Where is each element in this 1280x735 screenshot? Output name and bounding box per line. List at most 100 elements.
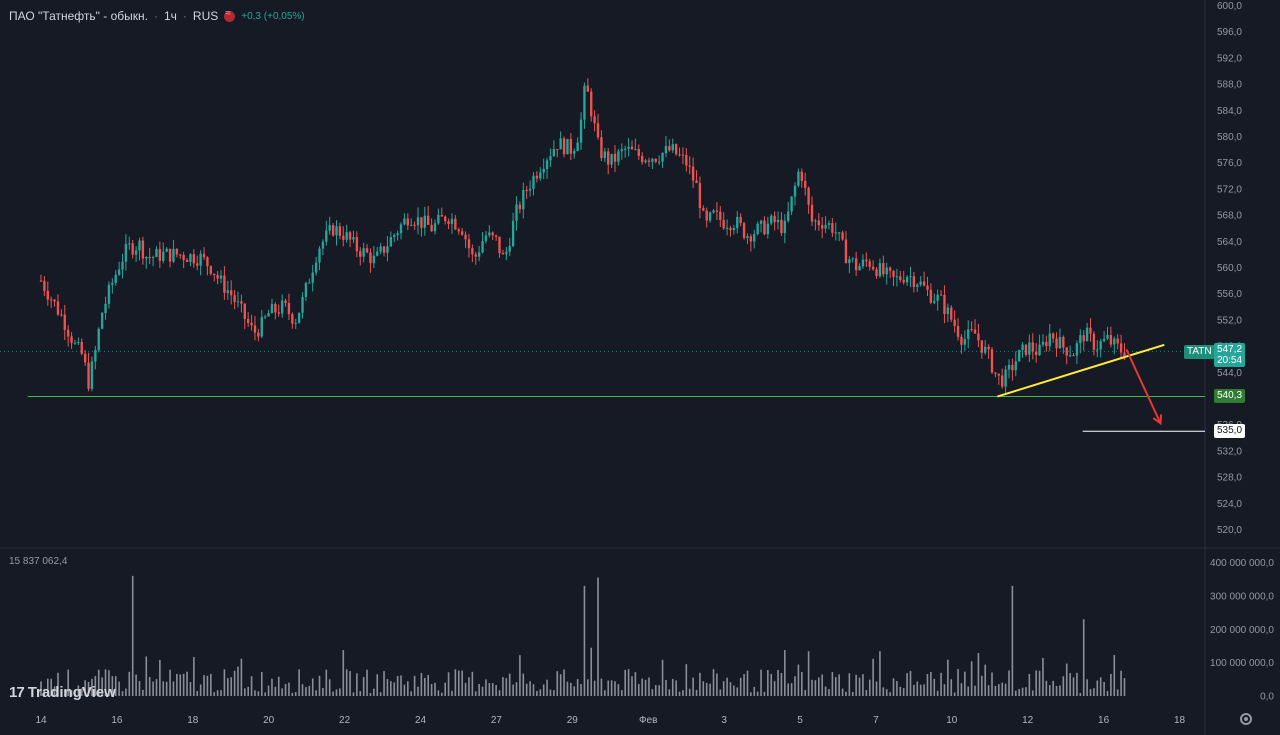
volume-bar [957, 669, 959, 696]
volume-bar [1042, 657, 1044, 696]
candle-body [365, 248, 369, 253]
candle-body [274, 304, 277, 313]
candle-body [505, 251, 508, 255]
time-axis[interactable]: 14 16 18 20 22 24 27 29 Фев 3 5 7 10 12 16 18 [35, 715, 1185, 726]
candle-body [919, 281, 922, 285]
volume-bar [780, 673, 783, 696]
candle-body [756, 223, 759, 235]
candle-body [668, 145, 671, 151]
candle-body [871, 266, 875, 270]
volume-bar [427, 675, 429, 696]
volume-bar [519, 655, 521, 696]
candle-body [620, 149, 623, 152]
candle-body [814, 220, 817, 222]
candle-body [301, 296, 304, 313]
volume-bar [733, 685, 735, 696]
drawings-layer[interactable] [997, 343, 1165, 426]
candle-body [824, 224, 827, 229]
candle-body [287, 303, 291, 315]
time-tick-label: 3 [721, 715, 727, 726]
candle-body [888, 267, 892, 271]
candle-body [610, 153, 613, 165]
candle-body [511, 220, 515, 247]
settings-icon[interactable] [1240, 713, 1252, 725]
time-tick-label: 14 [35, 715, 47, 726]
interval-label[interactable]: 1ч [163, 9, 177, 23]
candle-body [43, 280, 46, 291]
tradingview-logo[interactable]: 17 TradingView [9, 684, 116, 701]
candle-body [702, 208, 705, 211]
data-status-icon[interactable] [224, 8, 236, 22]
volume-axis[interactable]: 400 000 000,0 300 000 000,0 200 000 000,0 1… [1210, 558, 1274, 703]
volume-bar [138, 680, 141, 696]
volume-bar [1116, 689, 1119, 696]
candle-body [956, 326, 960, 337]
volume-bar [845, 691, 847, 696]
candle-body [559, 138, 562, 150]
volume-bar [624, 669, 626, 696]
candle-body [202, 253, 206, 258]
volume-bar [1018, 689, 1020, 696]
volume-bar [746, 670, 749, 696]
candle-body [532, 175, 535, 189]
volume-bar [159, 659, 161, 696]
volume-bar [373, 688, 375, 696]
chart-header[interactable]: ПАО "Татнефть" - обыкн. · 1ч · RUS +0,3 … [9, 8, 305, 24]
volume-bar [101, 677, 103, 696]
candle-body [427, 215, 430, 225]
candle-body [1041, 341, 1045, 345]
volume-bar [1055, 685, 1058, 696]
volume-bar [339, 688, 341, 696]
time-tick-label: 27 [491, 715, 503, 726]
candle-body [111, 282, 114, 285]
candle-body [773, 215, 776, 223]
price-tick-label: 572,0 [1217, 184, 1242, 195]
volume-bar [50, 678, 52, 696]
volume-bar [868, 679, 871, 696]
candle-body [134, 250, 138, 255]
volume-bar [821, 674, 823, 696]
candle-body [257, 332, 260, 337]
volume-bar [570, 682, 572, 696]
volume-bar [104, 669, 107, 696]
candle-body [179, 254, 182, 256]
volume-bar [288, 682, 290, 696]
candle-body [389, 237, 393, 247]
symbol-title[interactable]: ПАО "Татнефть" - обыкн. [9, 9, 148, 23]
candle-body [586, 85, 590, 92]
volume-bar [872, 658, 874, 696]
candle-body [515, 204, 518, 221]
price-tick-label: 520,0 [1217, 525, 1242, 536]
candle-body [552, 149, 556, 157]
volume-bar [685, 664, 688, 696]
volume-bar [712, 669, 715, 696]
candle-body [1058, 336, 1062, 349]
volume-bar [532, 684, 535, 696]
volume-bar [305, 687, 307, 696]
volume-bar [597, 577, 599, 696]
candle-body [821, 225, 824, 229]
volume-bar [237, 666, 239, 696]
candle-body [970, 329, 973, 331]
volume-bar [641, 678, 643, 696]
candle-body [148, 257, 151, 259]
volume-bar [1065, 663, 1068, 696]
volume-bar [930, 671, 932, 696]
candle-body [314, 262, 318, 273]
candle-body [94, 350, 97, 362]
volume-bar [862, 674, 864, 696]
volume-bar [502, 677, 504, 696]
volume-bar [933, 678, 936, 696]
candle-body [484, 235, 488, 242]
candle-body [902, 280, 905, 283]
candle-body [372, 255, 376, 264]
candle-body [865, 259, 868, 262]
volume-bar [247, 686, 249, 696]
candle-body [53, 299, 56, 302]
price-axis[interactable]: 600,0 596,0 592,0 588,0 584,0 580,0 576,0 572,0… [1217, 1, 1242, 536]
volume-bar [559, 674, 562, 696]
candle-body [138, 240, 141, 251]
candle-body [895, 276, 899, 278]
candle-body [423, 215, 426, 228]
